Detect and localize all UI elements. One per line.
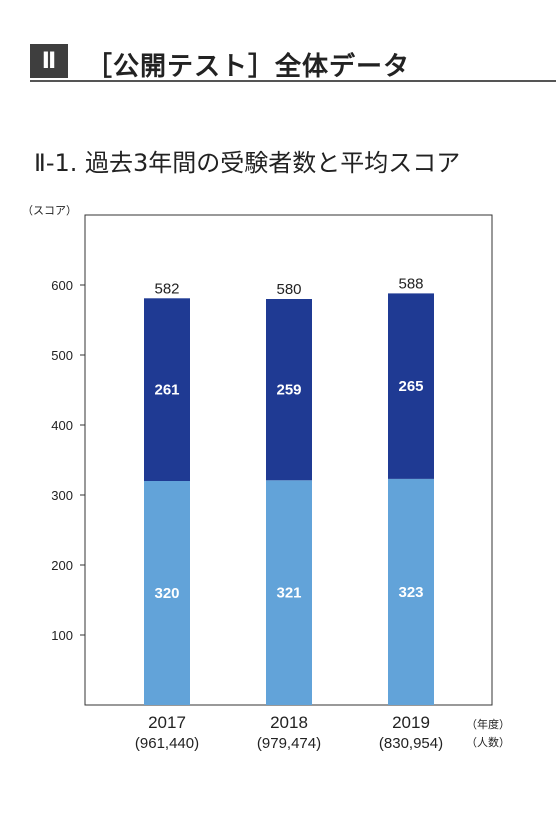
x-category-label: 2019 [392, 713, 430, 732]
x-axis-labels: 2017 (961,440) 2018 (979,474) 2019 (830,954) [135, 713, 443, 752]
bar-lower-segment [266, 480, 312, 705]
bar-upper-segment [388, 293, 434, 479]
x-category-label: 2017 [148, 713, 186, 732]
y-tick-label: 500 [51, 348, 73, 363]
y-axis-ticks: 100 200 300 400 500 600 [51, 278, 85, 643]
y-tick-label: 200 [51, 558, 73, 573]
x-axis-unit: （年度） [466, 717, 510, 731]
y-axis-unit: （スコア） [22, 204, 77, 217]
bar-upper-segment [266, 299, 312, 481]
chart-title: Ⅱ-1. 過去3年間の受験者数と平均スコア [34, 149, 461, 177]
bar-lower-segment [144, 481, 190, 705]
section-header: Ⅱ ［公開テスト］全体データ [30, 44, 556, 82]
bars: 320 261 582 321 259 580 323 265 588 [144, 275, 434, 705]
bar-total-label: 582 [154, 280, 179, 297]
participant-count-label: (961,440) [135, 735, 199, 752]
y-tick-label: 300 [51, 488, 73, 503]
bar-total-label: 580 [276, 281, 301, 298]
bar-upper-segment [144, 298, 190, 481]
participant-count-label: (830,954) [379, 735, 443, 752]
bar-total-label: 588 [398, 275, 423, 292]
participant-count-label: (979,474) [257, 735, 321, 752]
bar-upper-value-label: 261 [154, 382, 179, 399]
bar-lower-value-label: 321 [276, 585, 301, 602]
section-number: Ⅱ [30, 44, 68, 78]
section-title: ［公開テスト］全体データ [86, 52, 411, 82]
y-tick-label: 100 [51, 628, 73, 643]
bar-lower-segment [388, 478, 434, 705]
y-tick-label: 600 [51, 278, 73, 293]
bar-lower-value-label: 320 [154, 585, 179, 602]
bar-upper-value-label: 265 [398, 378, 423, 395]
x-category-label: 2018 [270, 713, 308, 732]
bar-upper-value-label: 259 [276, 382, 301, 399]
count-unit: （人数） [466, 736, 510, 749]
y-tick-label: 400 [51, 418, 73, 433]
bar-lower-value-label: 323 [398, 584, 423, 601]
